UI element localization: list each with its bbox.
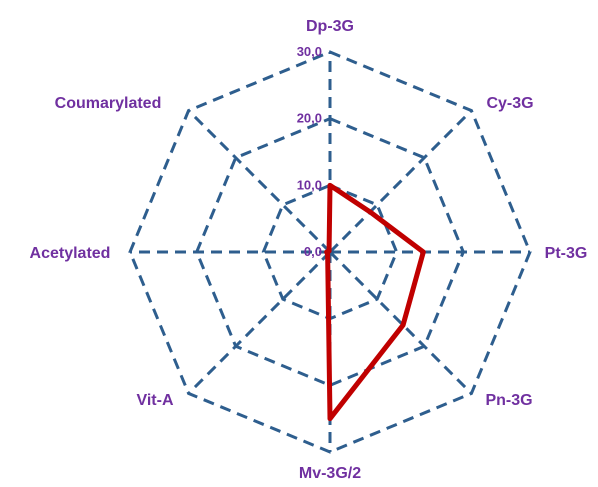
grid-spoke-3 — [328, 250, 473, 395]
grid-spoke-7 — [187, 109, 332, 254]
axis-label-dp-3g: Dp-3G — [306, 18, 354, 35]
axis-labels: Dp-3G Cy-3G Pt-3G Pn-3G Mv-3G/2 Vit-A Acetylat… — [30, 18, 588, 482]
tick-label-3: 30,0 — [297, 44, 322, 59]
grid-spoke-5 — [187, 250, 332, 395]
axis-label-vit-a: Vit-A — [136, 392, 173, 409]
tick-label-0: 0,0 — [304, 244, 322, 259]
axis-label-cy-3g: Cy-3G — [486, 95, 533, 112]
grid-ring-2 — [195, 117, 465, 387]
axis-label-mv-3g-2: Mv-3G/2 — [299, 465, 361, 482]
series-line-0 — [324, 182, 426, 422]
tick-label-2: 20,0 — [297, 111, 322, 126]
tick-labels: 0,0 10,0 20,0 30,0 — [297, 44, 322, 259]
tick-label-1: 10,0 — [297, 177, 322, 192]
axis-label-acetylated: Acetylated — [30, 245, 111, 262]
radar-series-layer — [324, 182, 426, 422]
axis-label-pt-3g: Pt-3G — [545, 245, 588, 262]
grid-spoke-1 — [328, 109, 473, 254]
axis-label-pn-3g: Pn-3G — [485, 392, 532, 409]
axis-label-coumarylated: Coumarylated — [55, 95, 162, 112]
